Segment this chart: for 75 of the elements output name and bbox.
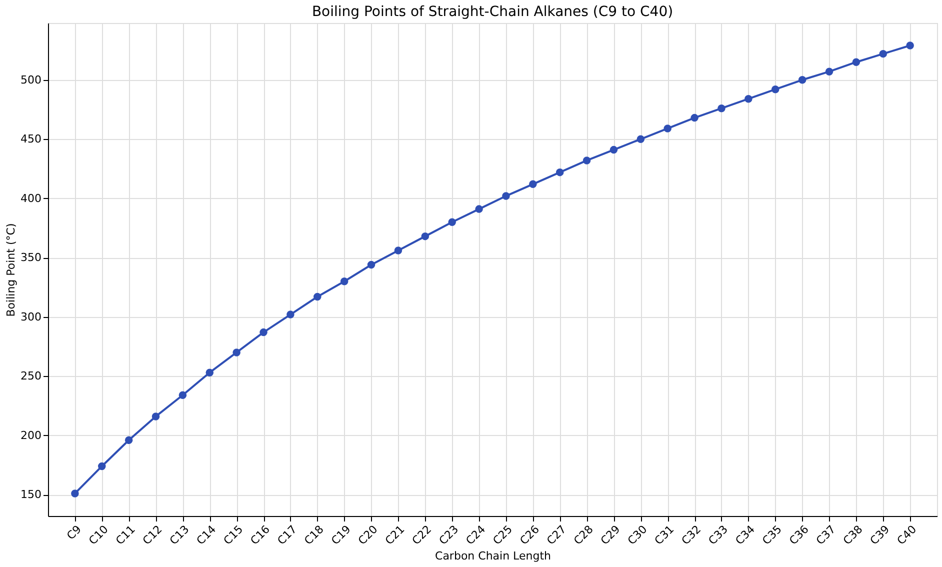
point	[232, 348, 240, 356]
x-tick-label: C32	[679, 522, 704, 548]
point	[825, 68, 834, 76]
y-tick-label: 500	[20, 73, 42, 86]
point	[502, 192, 510, 200]
point	[906, 42, 914, 50]
point	[475, 205, 483, 213]
x-tick-label: C17	[274, 522, 300, 548]
x-tick-label: C19	[328, 522, 354, 548]
x-tick-label: C35	[760, 522, 784, 548]
x-tick-label: C16	[248, 522, 272, 548]
x-tick-label: C22	[410, 522, 434, 548]
point	[421, 232, 430, 240]
x-tick-label: C36	[786, 522, 812, 548]
point	[314, 292, 322, 301]
point	[124, 436, 133, 444]
x-tick-label: C15	[221, 522, 246, 548]
chart-title: Boiling Points of Straight-Chain Alkanes (C9 to C40)	[312, 4, 674, 20]
point	[367, 260, 376, 269]
point	[852, 58, 860, 66]
point	[744, 94, 752, 103]
point	[798, 76, 806, 84]
x-tick-label: C40	[894, 522, 920, 548]
point	[178, 391, 187, 399]
x-tick-label: C14	[194, 522, 219, 548]
x-tick-label: C28	[571, 522, 596, 548]
x-tick-label: C39	[868, 522, 892, 548]
x-tick-label: C31	[652, 522, 677, 548]
point	[394, 246, 402, 254]
x-tick-label: C30	[625, 522, 650, 548]
point	[556, 168, 564, 176]
point	[690, 114, 698, 122]
y-tick-label: 350	[20, 251, 42, 264]
x-tick-label: C21	[382, 522, 408, 548]
point	[636, 135, 645, 144]
point	[879, 50, 887, 58]
x-tick-label: C27	[544, 522, 569, 548]
point	[718, 104, 726, 112]
point	[529, 180, 537, 188]
y-tick-label: 450	[20, 132, 42, 146]
point	[152, 412, 160, 420]
y-tick-label: 400	[20, 192, 42, 205]
point	[286, 310, 294, 318]
point	[71, 490, 79, 498]
point	[448, 218, 456, 226]
y-tick-label: 250	[20, 370, 42, 383]
point	[610, 146, 618, 154]
point	[664, 124, 672, 132]
x-tick-label: C25	[490, 522, 515, 548]
point	[206, 368, 214, 376]
y-tick-label: 150	[20, 488, 42, 502]
point	[98, 462, 106, 470]
x-tick-label: C13	[167, 522, 192, 548]
point	[260, 328, 268, 336]
x-tick-label: C12	[140, 522, 165, 548]
x-tick-label: C34	[732, 522, 758, 548]
y-axis-title: Boiling Point (°C)	[4, 223, 18, 317]
x-tick-label: C33	[706, 522, 730, 548]
point	[582, 156, 591, 164]
point	[340, 277, 348, 286]
point	[771, 86, 780, 94]
x-tick-label: C11	[113, 522, 138, 548]
x-tick-label: C10	[86, 522, 111, 548]
x-tick-label: C23	[436, 522, 462, 548]
y-tick-label: 200	[20, 428, 42, 442]
x-tick-label: C9	[64, 522, 84, 542]
x-tick-label: C26	[517, 522, 542, 548]
x-tick-label: C18	[302, 522, 326, 548]
x-tick-label: C38	[840, 522, 866, 548]
x-tick-label: C37	[814, 522, 838, 548]
x-tick-label: C24	[463, 522, 488, 548]
x-tick-label: C29	[598, 522, 623, 548]
x-tick-label: C20	[356, 522, 380, 548]
y-tick-label: 300	[20, 310, 42, 324]
x-axis-title: Carbon Chain Length	[435, 550, 552, 563]
